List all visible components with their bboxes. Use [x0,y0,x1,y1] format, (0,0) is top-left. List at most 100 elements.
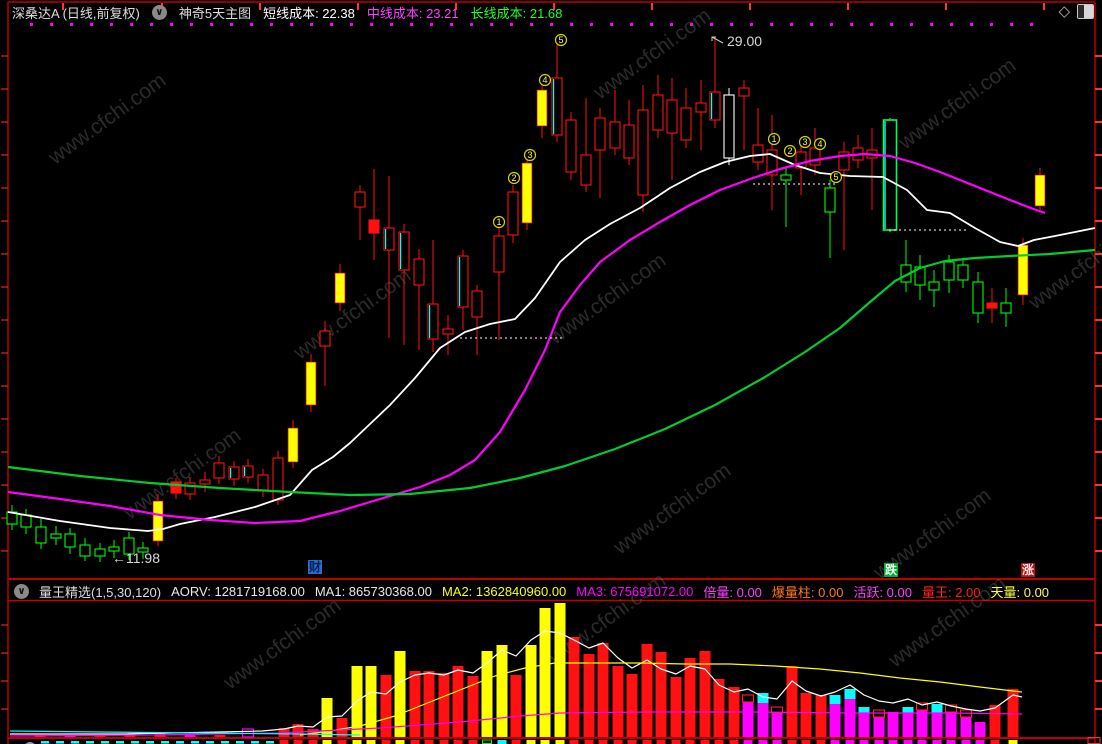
volume-bar [423,671,435,737]
dotted-grid-line [990,23,993,26]
volume-bar [670,677,682,737]
sub-indicator-name[interactable]: 量王精选(1,5,30,120) [39,585,162,600]
strip-dash [146,741,154,744]
volume-bar [974,722,986,737]
dotted-grid-line [550,23,553,26]
strip-dash [903,740,913,744]
volume-bar-cyan-cap [902,707,914,713]
volume-bar [365,666,377,737]
volume-bar-cyan-cap [829,695,841,704]
strip-dash [71,741,79,744]
volume-bar-cyan-cap [844,689,856,699]
dotted-grid-line [930,23,933,26]
volume-bar [771,713,783,737]
dotted-grid-line [950,23,953,26]
dotted-grid-line [50,23,53,26]
volume-bar [481,651,493,737]
volume-bar-hollow-cap [741,694,755,703]
watermark-text: www.cfchi.com [544,249,671,350]
candle-body [652,94,664,131]
marker-cai[interactable]: 财 [308,560,323,574]
volume-bar [829,704,841,737]
strip-dash [116,741,124,744]
dotted-grid-line [210,23,213,26]
strip-dash [221,741,229,744]
dotted-grid-line [510,23,513,26]
chevron-down-icon[interactable]: ∨ [151,5,167,20]
candle-body [1017,244,1029,296]
candle-body [368,219,380,234]
candle-body [957,264,969,281]
strip-dash [511,740,521,744]
signal-badge-number: 5 [833,172,838,182]
strip-dash [946,740,956,744]
volume-bar [568,637,580,737]
volume-bar-cyan-cap [858,707,870,713]
dotted-grid-line [170,23,173,26]
dotted-grid-line [870,23,873,26]
strip-dash [830,740,840,744]
dotted-grid-line [710,23,713,26]
volume-bar-hollow-cap [915,702,929,711]
candle-body [1034,174,1046,207]
candle-body [170,481,182,494]
candle-body [457,255,469,308]
volume-bar [452,666,464,737]
dotted-grid-line [1030,23,1033,26]
volume-bar [713,679,725,737]
chevron-down-icon[interactable]: ∨ [14,584,29,599]
volume-bar [931,713,943,737]
dotted-grid-line [790,23,793,26]
volume-bar [742,702,754,737]
strip-dash [990,740,1000,744]
candle-body [108,546,120,552]
strip-dash [787,740,797,744]
dotted-grid-line [590,23,593,26]
indicator-name[interactable]: 神奇5天主图 [178,6,252,21]
signal-badge-number: 2 [787,146,792,156]
dotted-grid-line [310,23,313,26]
watermark-text: www.cfchi.com [894,54,1021,155]
strip-dash [337,740,347,744]
watermark-text: www.cfchi.com [609,459,736,560]
dotted-grid-line [810,23,813,26]
strip-dash [917,740,927,744]
dotted-grid-line [430,23,433,26]
candle-body [79,544,91,557]
dotted-grid-line [250,23,253,26]
ma3-value: MA3: 675691072.00 [576,584,694,599]
signal-badge [813,137,827,151]
volume-bar [94,735,106,737]
watermark-text: www.cfchi.com [589,4,716,105]
candle-body [228,466,240,480]
volume-bar [858,713,870,737]
dotted-grid-line [350,23,353,26]
panel-toggle-icon[interactable] [1077,4,1094,19]
candle-body [64,533,76,548]
sub-header: ∨ 量王精选(1,5,30,120) AORV: 1281719168.00 M… [14,582,1049,601]
strip-dash [41,741,49,744]
strip-dash [656,740,666,744]
marker-die[interactable]: 跌 [884,563,899,577]
candle-body [738,87,750,97]
strip-dash [540,740,550,744]
strip-dash [584,740,594,744]
candle-body [383,227,395,251]
dotted-grid-line [670,23,673,26]
volume-bar [655,652,667,737]
candle-body [442,328,454,335]
bottom-strip [25,739,1018,744]
diamond-icon[interactable]: ◇ [1058,3,1070,20]
candle-body [471,290,483,318]
stock-title[interactable]: 深桑达A (日线,前复权) [12,6,140,21]
dotted-grid-line [90,23,93,26]
marker-zhang[interactable]: 涨 [1021,563,1036,577]
strip-dash [714,740,724,744]
dotted-grid-line [150,23,153,26]
candle-body [507,191,519,236]
candle-body [594,117,606,151]
candle-body [35,526,47,544]
